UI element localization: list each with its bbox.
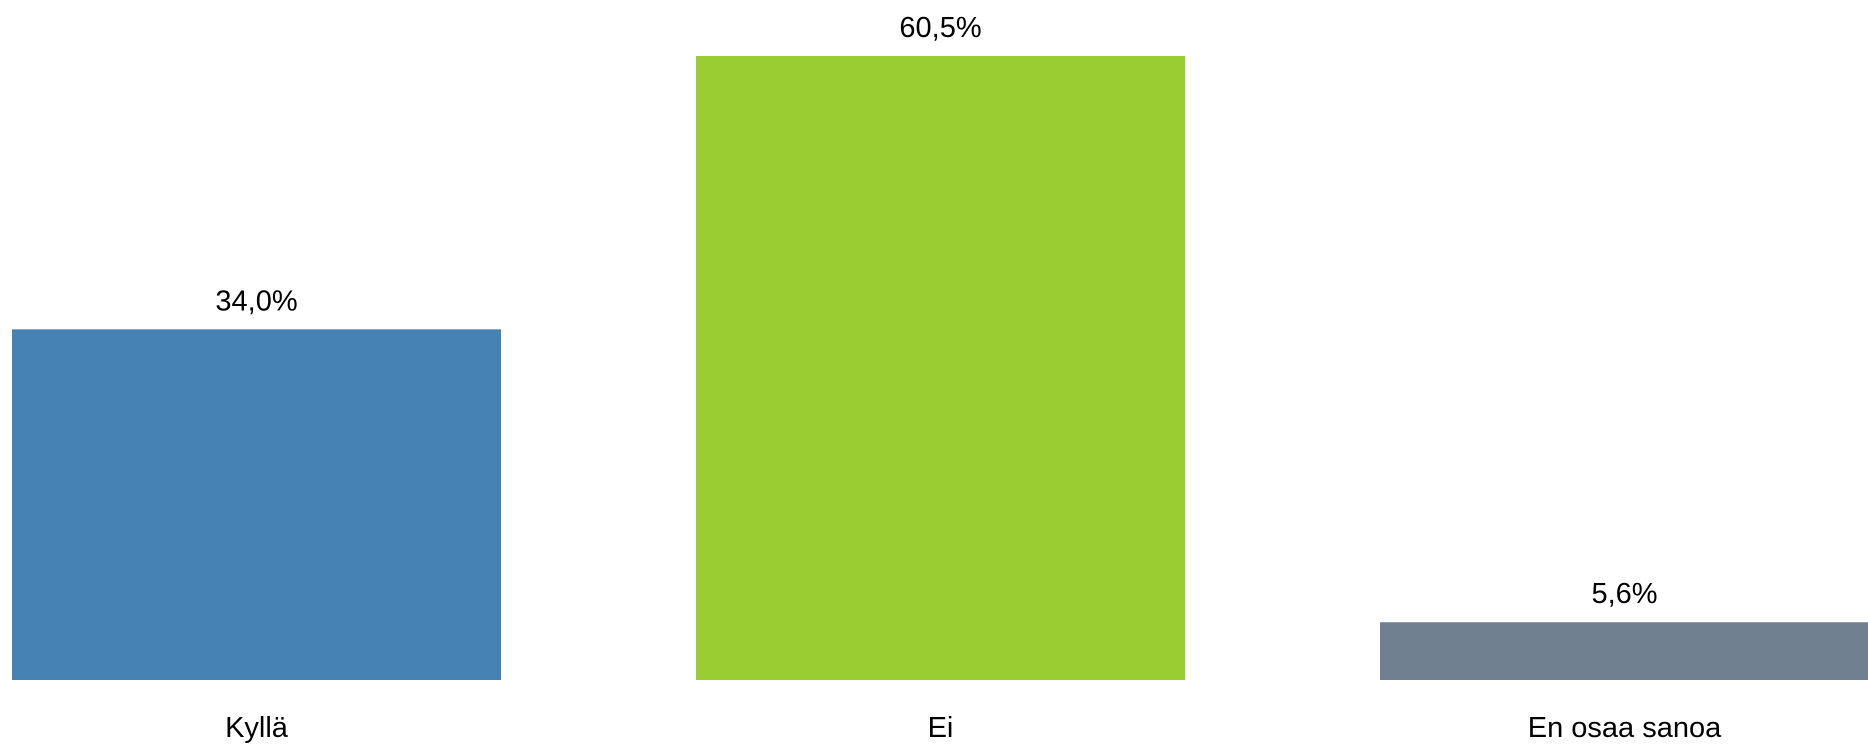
bar-kyll	[12, 329, 501, 680]
value-label-ei: 60,5%	[899, 12, 981, 44]
value-label-en-osaa-sanoa: 5,6%	[1591, 578, 1657, 610]
bar-ei	[696, 56, 1185, 680]
bars-group	[12, 56, 1868, 680]
category-label-ei: Ei	[928, 712, 954, 744]
value-labels-group: 34,0% 60,5% 5,6%	[215, 12, 1657, 610]
category-label-kyll: Kyllä	[225, 712, 289, 744]
bar-en-osaa-sanoa	[1380, 622, 1868, 680]
value-label-kyll: 34,0%	[215, 285, 297, 317]
category-label-en-osaa-sanoa: En osaa sanoa	[1528, 712, 1722, 744]
category-labels-group: Kyllä Ei En osaa sanoa	[225, 712, 1722, 744]
